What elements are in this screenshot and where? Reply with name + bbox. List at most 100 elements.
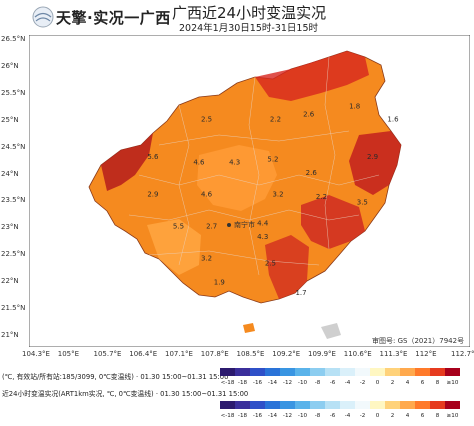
legend-label: 4 (406, 380, 410, 386)
legend-label: -10 (298, 380, 308, 386)
hot-zone-southeast (301, 195, 365, 249)
hot-zone-north (255, 51, 369, 101)
legend-swatch (340, 368, 355, 376)
legend-label: -16 (253, 413, 263, 419)
lat-tick-label: 23°N (1, 223, 19, 232)
legend-label: 8 (436, 380, 440, 386)
value-label: 1.9 (214, 278, 225, 286)
legend-swatch (400, 401, 415, 409)
lon-tick-label: 107.8°E (200, 350, 229, 358)
legend-swatch (250, 401, 265, 409)
value-label: 4.6 (201, 190, 213, 198)
legend-swatch (280, 368, 295, 376)
lon-tick-label: 112.7°E (451, 350, 474, 358)
value-label: 4.3 (257, 233, 268, 241)
legend-swatch (325, 401, 340, 409)
legend-swatch (265, 368, 280, 376)
brand-name: 天擎·实况一广西 (56, 9, 171, 27)
lon-tick-label: 105°E (57, 350, 80, 358)
legend-swatch (385, 401, 400, 409)
legend-label: -2 (360, 413, 366, 419)
value-label: 2.5 (201, 116, 212, 124)
legend-label: 2 (391, 380, 395, 386)
legend-label: 6 (421, 380, 425, 386)
map-title: 广西近24小时变温实况 (172, 4, 327, 22)
legend-label: -12 (283, 413, 292, 419)
lon-tick-label: 109.2°E (272, 350, 301, 358)
legend-swatch (295, 368, 310, 376)
hot-zone-south (265, 235, 309, 299)
value-label: 2.6 (303, 110, 315, 118)
value-label: 1.8 (349, 102, 360, 110)
legend-label: -6 (330, 380, 336, 386)
lat-tick-label: 22.5°N (1, 250, 26, 259)
legend-label: ≥10 (447, 413, 459, 419)
map-copyright: 审图号: GS（2021）7942号 (372, 337, 465, 345)
value-label: 2.2 (270, 116, 281, 124)
legend-label: <-18 (221, 413, 235, 419)
legend-label: -4 (345, 380, 351, 386)
legend-label: -12 (283, 380, 292, 386)
legend-swatch (355, 368, 370, 376)
lat-tick-label: 21.5°N (1, 304, 26, 313)
legend-swatch (220, 401, 235, 409)
legend-swatch (415, 401, 430, 409)
legend-swatch (385, 368, 400, 376)
lon-tick-label: 108.5°E (236, 350, 265, 358)
legend-swatch (370, 401, 385, 409)
lat-tick-label: 22°N (1, 277, 19, 286)
lat-tick-label: 23.5°N (1, 196, 26, 205)
legend-swatch (355, 401, 370, 409)
legend-caption-top: (℃, 有效站/所有站:185/3099, 0℃变温线) · 01.30 15:… (2, 373, 229, 381)
legend-swatch (340, 401, 355, 409)
legend-swatch (250, 368, 265, 376)
value-label: 5.5 (173, 222, 184, 230)
legend-caption-bottom: 近24小时变温实况(ART1km实况, ℃, 0℃变温线) · 01.30 15… (2, 390, 249, 398)
legend-label: -16 (253, 380, 263, 386)
lon-tick-label: 110.6°E (343, 350, 372, 358)
hainan-island (321, 323, 341, 339)
value-label: 1.6 (387, 116, 399, 124)
map-subtitle: 2024年1月30日15时-31日15时 (179, 23, 319, 34)
legend-swatch (430, 401, 445, 409)
lon-tick-label: 105.7°E (93, 350, 122, 358)
legend-label: -4 (345, 413, 351, 419)
legend-label: -8 (315, 413, 321, 419)
lat-tick-label: 25°N (1, 115, 19, 124)
temperature-change-map: 2.5 2.2 2.6 1.8 1.6 5.6 4.6 4.3 5.2 2.9 2.6 2.9 4.6 3… (28, 34, 471, 348)
value-label: 2.9 (147, 190, 158, 198)
legend-swatch (295, 401, 310, 409)
value-labels: 2.5 2.2 2.6 1.8 1.6 5.6 4.6 4.3 5.2 2.9 2.6 2.9 4.6 3… (147, 102, 399, 297)
lat-tick-label: 21°N (1, 331, 19, 339)
value-label: 2.7 (206, 222, 217, 230)
county-boundaries (128, 56, 380, 276)
value-label: 2.2 (316, 193, 327, 201)
capital-marker (227, 223, 231, 227)
legend-swatch (325, 368, 340, 376)
legend-label: -6 (330, 413, 336, 419)
legend-swatch (445, 368, 460, 376)
value-label: 5.2 (267, 156, 278, 164)
legend-label: -8 (315, 380, 321, 386)
lat-tick-label: 26°N (1, 61, 19, 70)
hot-zone-northwest (101, 133, 153, 191)
value-label: 2.5 (265, 260, 276, 268)
legend-swatch (235, 368, 250, 376)
legend-swatch (280, 401, 295, 409)
legend-label: 0 (376, 413, 380, 419)
lon-tick-label: 109.9°E (308, 350, 336, 358)
legend-bar-top: <-18 -18 -16 -14 -12 -10 -8 -6 -4 -2 0 2 4 6 8 ≥10 (220, 368, 460, 386)
capital-label: 南宁市 (234, 220, 255, 229)
value-label: 2.9 (367, 153, 378, 161)
legend-label: -14 (268, 413, 278, 419)
value-label: 2.6 (306, 169, 318, 177)
legend-label: ≥10 (447, 380, 459, 386)
legend-label: 4 (406, 413, 410, 419)
value-label: 4.3 (229, 158, 240, 166)
warm-zone-southwest (147, 219, 201, 275)
lon-tick-label: 112°E (415, 350, 437, 358)
legend-swatch (310, 368, 325, 376)
legend-swatch (235, 401, 250, 409)
legend-swatch (415, 368, 430, 376)
legend-swatch (400, 368, 415, 376)
